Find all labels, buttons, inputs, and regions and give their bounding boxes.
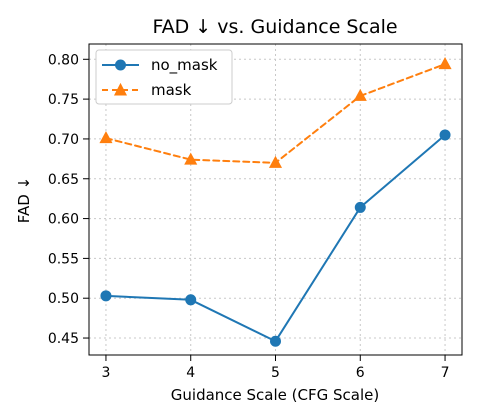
data-point-no-mask xyxy=(100,290,112,302)
data-point-no-mask xyxy=(439,129,451,141)
data-point-mask xyxy=(353,88,367,101)
data-point-no-mask xyxy=(354,201,366,213)
legend-label-mask: mask xyxy=(151,81,192,99)
x-tick-label: 6 xyxy=(356,365,365,381)
data-point-mask xyxy=(268,155,283,168)
y-ticks: 0.45 0.50 0.55 0.60 0.65 0.70 0.75 0.80 xyxy=(48,52,89,347)
x-tick-label: 3 xyxy=(101,365,110,381)
y-tick-label: 0.65 xyxy=(48,172,79,188)
series-layer xyxy=(99,57,452,347)
x-tick-label: 5 xyxy=(271,365,280,381)
x-tick-label: 4 xyxy=(186,365,195,381)
y-tick-label: 0.70 xyxy=(48,132,79,148)
legend: no_mask mask xyxy=(95,49,233,105)
x-tick-label: 7 xyxy=(441,365,450,381)
chart-title: FAD ↓ vs. Guidance Scale xyxy=(152,16,397,38)
x-axis-label: Guidance Scale (CFG Scale) xyxy=(171,386,379,404)
y-tick-label: 0.50 xyxy=(48,291,79,307)
y-tick-label: 0.75 xyxy=(48,92,79,108)
data-point-mask xyxy=(99,131,113,144)
data-point-mask xyxy=(438,57,452,70)
data-point-no-mask xyxy=(185,294,197,306)
legend-marker-triangle xyxy=(113,82,128,96)
y-tick-label: 0.45 xyxy=(48,331,79,347)
legend-marker-circle xyxy=(115,59,126,71)
y-tick-label: 0.80 xyxy=(48,52,79,68)
y-axis-label: FAD ↓ xyxy=(15,177,33,223)
data-point-no-mask xyxy=(270,335,281,347)
legend-label-no-mask: no_mask xyxy=(151,56,218,75)
legend-box xyxy=(95,49,233,105)
y-tick-label: 0.55 xyxy=(48,251,79,267)
data-point-mask xyxy=(184,152,198,165)
x-ticks: 3 4 5 6 7 xyxy=(101,355,450,381)
y-tick-label: 0.60 xyxy=(48,212,79,228)
